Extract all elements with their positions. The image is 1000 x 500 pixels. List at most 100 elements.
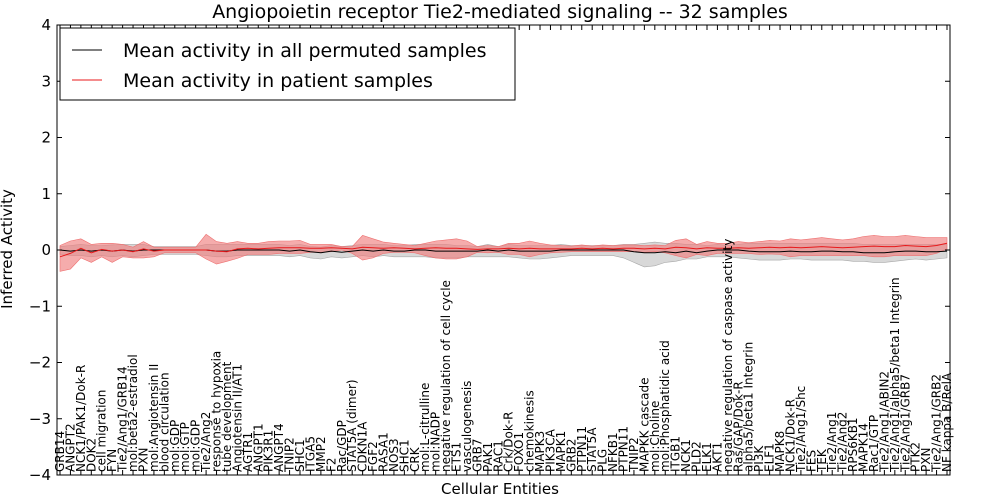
x-tick-label: SHC1 <box>397 439 411 472</box>
legend-box <box>59 27 516 101</box>
x-tick-label: negative regulation of caspase activity <box>721 239 735 472</box>
x-tick-label: blood circulation <box>157 372 171 472</box>
x-tick-label: MAPK14 <box>857 423 871 472</box>
x-tick-label: MAPK3 <box>533 431 547 472</box>
x-tick-label: negative regulation of cell cycle <box>439 280 453 472</box>
patient-mean-line <box>59 242 948 258</box>
y-tick-label: 1 <box>41 185 51 203</box>
x-tick-label: Rac1/GTP <box>867 415 881 472</box>
x-tick-label: PIK3R1 <box>262 430 276 472</box>
x-tick-label: PXN <box>919 448 933 472</box>
y-axis-label: Inferred Activity <box>0 189 16 309</box>
patient-band <box>59 233 948 272</box>
y-axis: 4 3 2 1 0 −1 −2 −3 −4 <box>29 16 950 484</box>
x-tick-label: GRB2 <box>564 438 578 472</box>
x-tick-label: MAPK8 <box>773 431 787 472</box>
x-tick-label: CRK <box>408 446 422 472</box>
x-tick-label: PI3K <box>752 445 766 472</box>
x-tick-label: PTK2 <box>909 442 923 472</box>
x-tick-label: NF kappa B/RelA <box>940 372 954 472</box>
x-tick-label: mol:Phosphatidic acid <box>658 340 672 472</box>
x-tick-label: Tie2/Ang1/ABIN2 <box>877 371 891 473</box>
x-tick-label: ITGB1 <box>669 436 683 472</box>
x-tick-label: Tie2/Ang1/alpha5/beta1 Integrin <box>888 277 902 473</box>
x-tick-label: Angiotensin II/AT1 <box>230 364 244 472</box>
x-tick-label: MMP2 <box>314 436 328 472</box>
x-tick-label: Tie2/Ang1 <box>825 412 839 473</box>
x-tick-label: Tie2/Ang2 <box>836 412 850 473</box>
x-tick-label: alpha5/beta1 Integrin <box>742 342 756 472</box>
x-tick-label: PAK1 <box>481 442 495 472</box>
x-tick-label: ANGPT1 <box>251 423 265 472</box>
x-tick-label: PXN <box>137 448 151 472</box>
x-tick-label: cell migration <box>95 390 109 472</box>
x-tick-label: RASA1 <box>377 432 391 472</box>
legend-label-patient: Mean activity in patient samples <box>123 70 433 92</box>
x-tick-label: mol:Angiotensin II <box>147 364 161 472</box>
confidence-bands <box>59 233 948 272</box>
x-tick-label: ELK1 <box>700 442 714 472</box>
x-tick-label: PLD2 <box>690 441 704 472</box>
x-tick-label: NCK1/PAK1/Dok-R <box>74 365 88 472</box>
x-tick-label: Tie2/Ang1/GRB2 <box>930 374 944 473</box>
x-tick-label: ETS1 <box>450 442 464 472</box>
x-tick-label: DOK2 <box>84 438 98 472</box>
x-tick-label: Tie2/Ang1/GRB7 <box>898 374 912 473</box>
x-tick-label: Tie2/Ang1/Shc <box>794 386 808 473</box>
x-tick-label: TEK <box>815 448 829 473</box>
x-tick-label: FYN <box>105 449 119 472</box>
x-tick-label: SHC1 <box>293 439 307 472</box>
y-tick-label: 3 <box>41 72 51 90</box>
x-tick-label: Crk/Dok-R <box>502 411 516 472</box>
x-tick-label: AGTR1 <box>241 432 255 472</box>
y-tick-label: −4 <box>29 466 51 484</box>
x-tick-label: F2 <box>324 457 338 472</box>
x-tick-label: mol:L-citrulline <box>418 383 432 472</box>
x-tick-label: STAT5A (dimer) <box>345 379 359 472</box>
x-tick-label: Ras/GAP/Dok-R <box>731 381 745 472</box>
x-tick-label: MAPK1 <box>554 431 568 472</box>
x-tick-label: FGF2 <box>366 441 380 472</box>
x-tick-label: ITGA5 <box>303 436 317 472</box>
x-tick-label: FOXO1 <box>512 432 526 472</box>
x-tick-label: NFKB1 <box>606 432 620 472</box>
x-tick-label: vasculogenesis <box>460 381 474 472</box>
x-tick-label: mol:Choline <box>648 401 662 472</box>
x-tick-label: NCK1/Dok-R <box>784 399 798 472</box>
x-tick-label: mol:GDP <box>189 420 203 472</box>
series-lines <box>59 242 948 258</box>
chart-title: Angiopoietin receptor Tie2-mediated sign… <box>212 1 788 23</box>
x-tick-label: mol:NADP <box>429 412 443 472</box>
legend: Mean activity in all permuted samples Me… <box>59 27 516 101</box>
x-tick-label: PTPN11 <box>617 426 631 472</box>
x-tick-label: NCK1 <box>679 439 693 472</box>
x-tick-label: CDKN1A <box>356 421 370 472</box>
x-tick-label: TNIP2 <box>283 437 297 473</box>
x-tick-label: PIK3CA <box>544 428 558 472</box>
y-tick-label: −3 <box>29 410 51 428</box>
y-tick-label: 0 <box>41 241 51 259</box>
x-axis-label: Cellular Entities <box>441 480 559 498</box>
x-tick-label: chemokinesis <box>523 390 537 472</box>
x-tick-label: response to hypoxia <box>210 351 224 472</box>
x-tick-label: RPS6KB1 <box>846 417 860 472</box>
x-tick-label: TNIP2 <box>627 437 641 473</box>
plot-frame <box>56 24 951 476</box>
x-tick-label: PLG <box>596 449 610 472</box>
x-tick-label: PTPN11 <box>575 426 589 472</box>
x-tick-label: Rac/GDP <box>335 420 349 472</box>
x-tick-label: mol:GTP <box>178 422 192 472</box>
x-tick-label: Tie2/Ang2 <box>199 412 213 473</box>
y-tick-label: −1 <box>29 297 51 315</box>
x-tick-label: GRB7 <box>470 438 484 472</box>
y-tick-label: −2 <box>29 354 51 372</box>
x-tick-label: mol:GDP <box>168 420 182 472</box>
x-tick-label: ANGPT4 <box>272 423 286 472</box>
x-tick-label: Tie2/Ang1/GRB14 <box>116 366 130 473</box>
legend-label-permuted: Mean activity in all permuted samples <box>123 40 486 62</box>
y-tick-label: 4 <box>41 16 51 34</box>
x-tick-label: ANGPT2 <box>63 423 77 472</box>
x-tick-label: NOS3 <box>387 438 401 472</box>
